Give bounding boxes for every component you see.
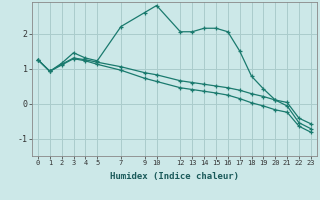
X-axis label: Humidex (Indice chaleur): Humidex (Indice chaleur) [110,172,239,181]
